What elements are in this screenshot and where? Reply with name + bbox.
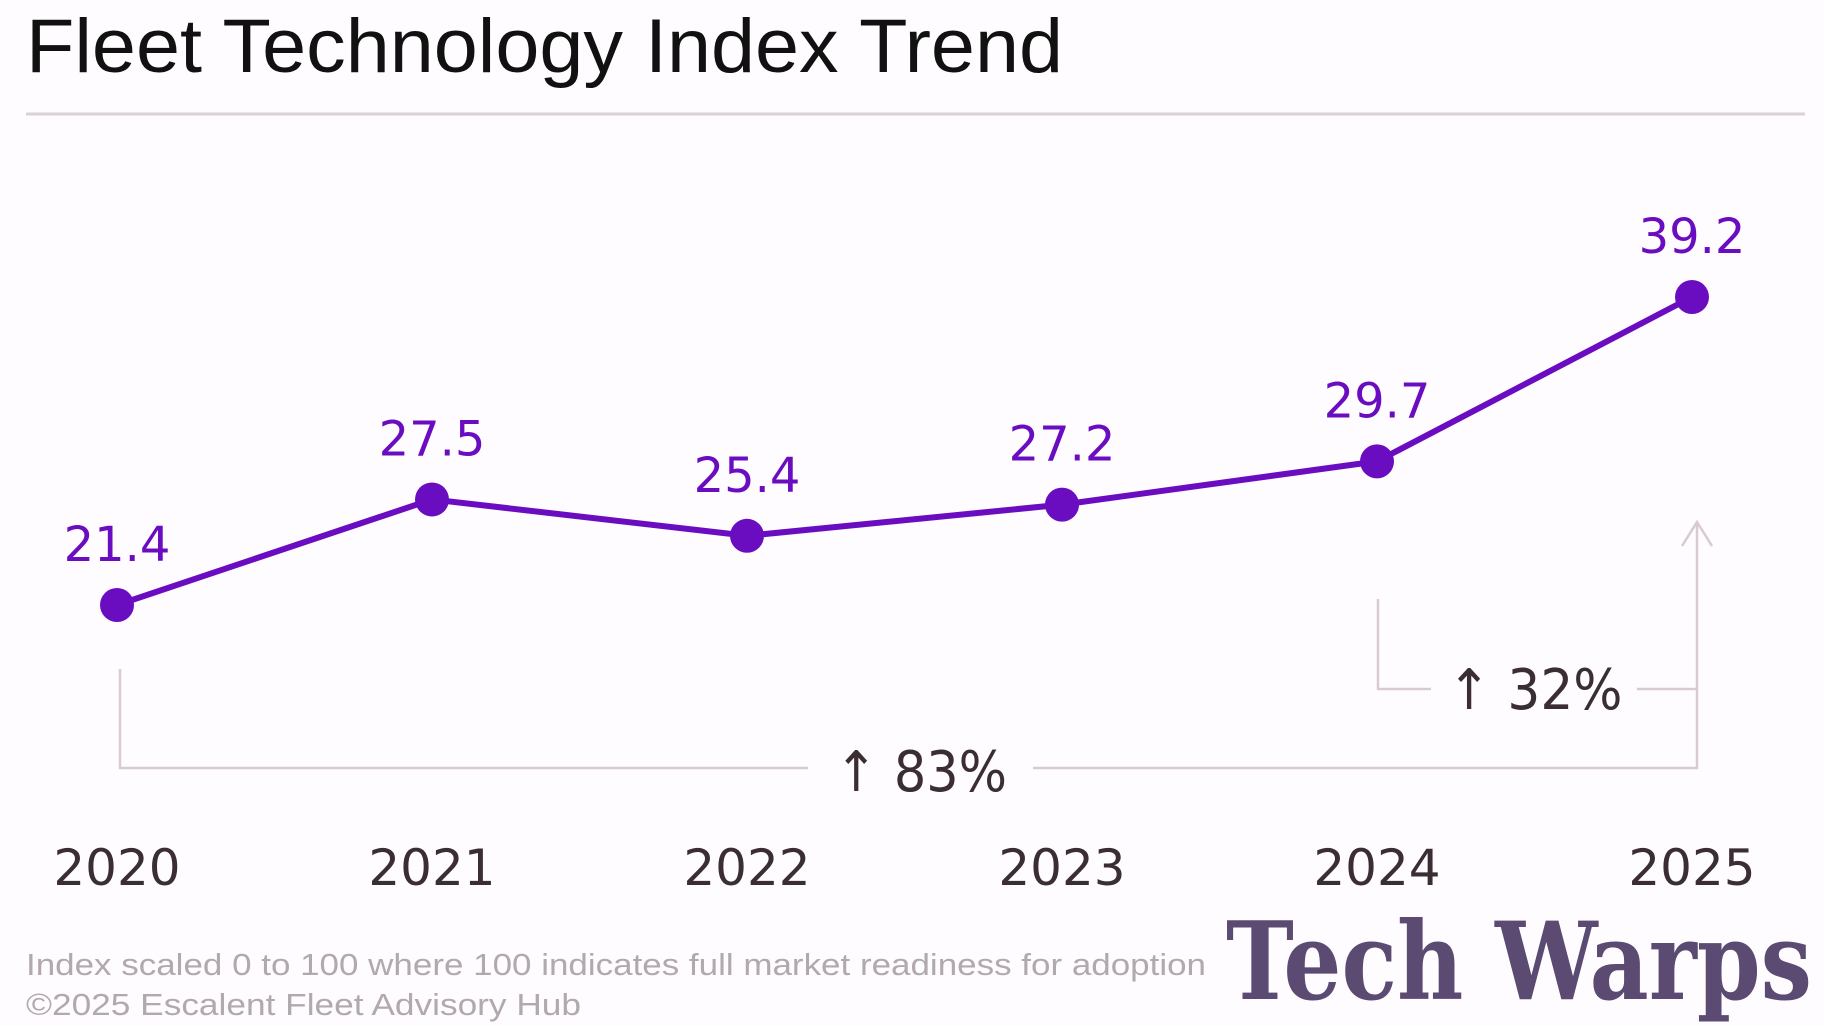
data-label-2021: 27.5 (379, 411, 486, 467)
data-label-2023: 27.2 (1009, 417, 1116, 473)
bracket-83 (118, 519, 1714, 770)
x-tick-label-2023: 2023 (998, 839, 1125, 897)
tech-warps-logo: Tech Warps (1226, 899, 1812, 1025)
data-point-2022 (730, 518, 764, 553)
data-point-2023 (1045, 487, 1079, 522)
data-label-2025: 39.2 (1639, 209, 1746, 265)
data-point-2024 (1360, 444, 1394, 479)
series-line (116, 294, 1694, 608)
x-tick-label-2025: 2025 (1628, 839, 1755, 897)
bracket-32 (1376, 599, 1697, 691)
x-tick-label-2022: 2022 (683, 839, 810, 897)
annotation-83-percent: ↑ 83% (835, 740, 1007, 805)
x-tick-label-2020: 2020 (53, 839, 180, 897)
copyright: ©2025 Escalent Fleet Advisory Hub (26, 987, 581, 1022)
chart-title: Fleet Technology Index Trend (26, 4, 1063, 89)
data-label-2024: 29.7 (1324, 373, 1431, 429)
x-tick-label-2024: 2024 (1313, 839, 1440, 897)
annotation-32-percent: ↑ 32% (1448, 658, 1623, 723)
data-point-2020 (100, 588, 134, 622)
data-point-2021 (415, 482, 449, 517)
data-label-2020: 21.4 (64, 517, 171, 573)
data-label-2022: 25.4 (694, 448, 801, 504)
data-point-2025 (1675, 280, 1709, 314)
x-tick-label-2021: 2021 (368, 839, 495, 897)
scale-note: Index scaled 0 to 100 where 100 indicate… (26, 947, 1206, 982)
